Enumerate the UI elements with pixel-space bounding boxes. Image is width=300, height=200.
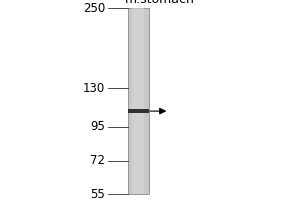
Text: 72: 72 (90, 154, 105, 167)
Text: 55: 55 (90, 188, 105, 200)
Text: m.stomach: m.stomach (124, 0, 194, 6)
Bar (128, 109, 148, 113)
Bar (128, 8, 148, 194)
Text: 250: 250 (83, 1, 105, 15)
Text: 95: 95 (90, 120, 105, 133)
Text: 130: 130 (83, 82, 105, 95)
Bar (132, 8, 144, 194)
